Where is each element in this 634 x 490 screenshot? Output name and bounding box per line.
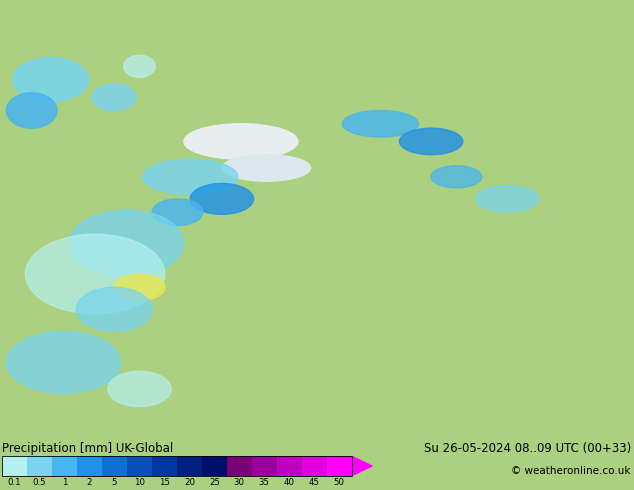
- Ellipse shape: [399, 128, 463, 155]
- Ellipse shape: [108, 371, 171, 407]
- Ellipse shape: [6, 93, 57, 128]
- Ellipse shape: [342, 111, 418, 137]
- Text: 0.1: 0.1: [8, 478, 21, 488]
- Text: 40: 40: [284, 478, 295, 488]
- Text: 2: 2: [87, 478, 92, 488]
- Ellipse shape: [143, 159, 238, 195]
- Bar: [152, 456, 177, 476]
- Ellipse shape: [222, 155, 311, 181]
- Text: Precipitation [mm] UK-Global: Precipitation [mm] UK-Global: [2, 442, 173, 456]
- Text: 20: 20: [184, 478, 195, 488]
- Ellipse shape: [76, 287, 152, 332]
- Ellipse shape: [431, 166, 482, 188]
- Bar: [2, 456, 27, 476]
- Bar: [327, 456, 352, 476]
- Polygon shape: [352, 456, 372, 476]
- Ellipse shape: [124, 55, 155, 77]
- Ellipse shape: [92, 84, 136, 111]
- Text: 1: 1: [61, 478, 67, 488]
- Ellipse shape: [6, 331, 120, 393]
- Bar: [302, 456, 327, 476]
- Ellipse shape: [25, 234, 165, 314]
- Ellipse shape: [114, 274, 165, 300]
- Text: Su 26-05-2024 08..09 UTC (00+33): Su 26-05-2024 08..09 UTC (00+33): [424, 442, 631, 456]
- Bar: [102, 456, 127, 476]
- Text: 30: 30: [234, 478, 245, 488]
- Bar: [52, 456, 77, 476]
- Text: 10: 10: [134, 478, 145, 488]
- Text: 35: 35: [259, 478, 270, 488]
- Bar: [277, 456, 302, 476]
- Text: 50: 50: [334, 478, 345, 488]
- Text: 45: 45: [309, 478, 320, 488]
- Text: 0.5: 0.5: [32, 478, 46, 488]
- Bar: [2, 456, 352, 476]
- Ellipse shape: [476, 186, 539, 212]
- Bar: [77, 456, 102, 476]
- Bar: [27, 456, 52, 476]
- Ellipse shape: [190, 183, 254, 214]
- Bar: [202, 456, 227, 476]
- Text: 25: 25: [209, 478, 220, 488]
- Bar: [227, 456, 252, 476]
- Ellipse shape: [70, 210, 184, 276]
- Bar: [127, 456, 152, 476]
- Text: 15: 15: [159, 478, 170, 488]
- Text: © weatheronline.co.uk: © weatheronline.co.uk: [512, 466, 631, 476]
- Text: 5: 5: [112, 478, 117, 488]
- Bar: [177, 456, 202, 476]
- Ellipse shape: [184, 124, 298, 159]
- Ellipse shape: [13, 57, 89, 101]
- Ellipse shape: [152, 199, 203, 225]
- Bar: [252, 456, 277, 476]
